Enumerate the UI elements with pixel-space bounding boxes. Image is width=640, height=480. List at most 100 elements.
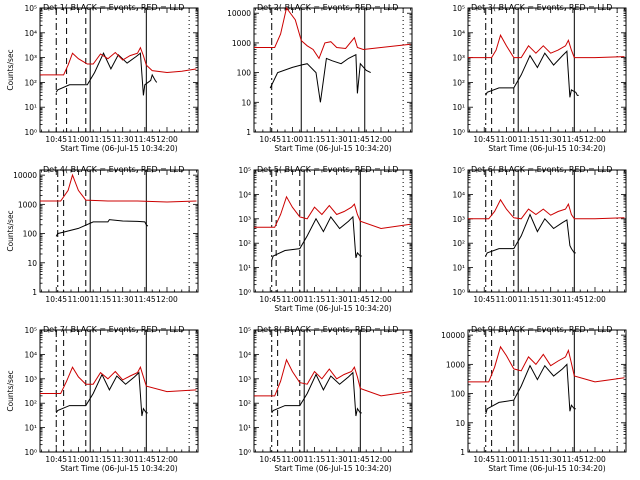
- x-axis-label: Start Time (06-Jul-15 10:34:20): [274, 464, 391, 473]
- plot-frame: [253, 169, 413, 293]
- lld-series-line: [468, 345, 625, 383]
- y-tick-label: 10²: [452, 78, 465, 87]
- y-tick-label: 100: [451, 390, 466, 399]
- x-tick-label: 10:45: [473, 135, 495, 144]
- lld-series-line: [40, 173, 197, 203]
- y-tick-label: 100: [237, 69, 252, 78]
- x-tick-label: 11:45: [134, 455, 156, 464]
- y-axis-label: Counts/sec: [6, 210, 15, 251]
- x-tick-label: 12:00: [156, 455, 178, 464]
- y-tick-label: 1: [460, 448, 465, 457]
- x-tick-label: 11:30: [112, 455, 134, 464]
- x-tick-label: 12:00: [370, 135, 392, 144]
- y-tick-label: 10⁰: [452, 128, 465, 137]
- x-tick-label: 11:30: [112, 295, 134, 304]
- x-tick-label: 11:00: [282, 455, 304, 464]
- x-tick-label: 11:30: [326, 135, 348, 144]
- lld-series-line: [40, 46, 197, 76]
- plot-frame: [467, 329, 627, 453]
- x-tick-label: 11:00: [282, 135, 304, 144]
- x-axis-label: Start Time (06-Jul-15 10:34:20): [274, 144, 391, 153]
- y-tick-label: 10⁰: [24, 448, 37, 457]
- y-tick-label: 10⁴: [452, 29, 465, 38]
- x-tick-label: 11:30: [112, 135, 134, 144]
- y-tick-label: 10: [455, 419, 465, 428]
- y-tick-label: 10⁴: [238, 350, 251, 359]
- x-tick-label: 11:15: [518, 295, 540, 304]
- x-tick-label: 11:15: [90, 135, 112, 144]
- x-axis-label: Start Time (06-Jul-15 10:34:20): [274, 304, 391, 313]
- y-tick-label: 10¹: [452, 103, 465, 112]
- x-tick-label: 10:45: [45, 455, 67, 464]
- plot-frame: [253, 329, 413, 453]
- x-tick-label: 11:45: [562, 135, 584, 144]
- y-tick-label: 10³: [452, 54, 465, 63]
- y-tick-label: 10²: [24, 78, 37, 87]
- chart-title: Det 2(-BLACK = Events, RED = LLD: [257, 3, 398, 12]
- x-tick-label: 11:45: [562, 455, 584, 464]
- chart-panel-1: Det 1(-BLACK = Events, RED = LLD 10⁰ 10¹ 10…: [6, 3, 199, 153]
- y-tick-label: 10²: [452, 239, 465, 248]
- y-tick-label: 10³: [24, 375, 37, 384]
- y-tick-label: 1000: [446, 360, 465, 369]
- chart-title: Det 5(-BLACK = Events, RED = LLD: [257, 165, 398, 174]
- y-axis-label: Counts/sec: [6, 370, 15, 411]
- chart-panel-8: Det 8(-BLACK = Events, RED = LLD 10⁰ 10¹ 10…: [238, 325, 413, 473]
- x-tick-label: 11:15: [90, 295, 112, 304]
- chart-panel-5: Det 5(-BLACK = Events, RED = LLD 10⁰ 10¹ 10…: [238, 165, 413, 313]
- y-tick-label: 10⁴: [24, 350, 37, 359]
- y-tick-label: 10⁵: [238, 166, 251, 175]
- lld-series-line: [468, 33, 625, 59]
- x-tick-label: 11:15: [304, 455, 326, 464]
- y-tick-label: 10²: [238, 239, 251, 248]
- y-tick-label: 10⁴: [24, 29, 37, 38]
- x-tick-label: 11:30: [540, 455, 562, 464]
- plot-frame: [253, 7, 413, 133]
- events-series-line: [271, 371, 362, 417]
- y-tick-label: 10⁵: [24, 4, 37, 13]
- y-tick-label: 10⁰: [238, 448, 251, 457]
- y-tick-label: 10⁵: [24, 326, 37, 335]
- lld-series-line: [254, 195, 411, 230]
- x-tick-label: 12:00: [584, 455, 606, 464]
- y-tick-label: 1: [32, 288, 37, 297]
- x-tick-label: 12:00: [156, 135, 178, 144]
- y-tick-label: 10000: [227, 9, 251, 18]
- plot-frame: [39, 7, 199, 133]
- y-tick-label: 10⁵: [452, 166, 465, 175]
- x-axis-label: Start Time (06-Jul-15 10:34:20): [60, 144, 177, 153]
- x-tick-label: 11:45: [348, 295, 370, 304]
- x-tick-label: 10:45: [259, 295, 281, 304]
- events-series-line: [271, 215, 362, 261]
- y-tick-label: 10000: [441, 331, 465, 340]
- x-tick-label: 11:15: [518, 455, 540, 464]
- lld-series-line: [254, 6, 411, 60]
- y-tick-label: 10000: [13, 171, 37, 180]
- y-tick-label: 10³: [238, 375, 251, 384]
- x-tick-label: 12:00: [370, 295, 392, 304]
- x-tick-label: 11:00: [68, 295, 90, 304]
- y-tick-label: 10¹: [238, 264, 251, 273]
- x-tick-label: 11:45: [134, 135, 156, 144]
- y-tick-label: 100: [23, 230, 38, 239]
- x-tick-label: 11:00: [496, 455, 518, 464]
- x-tick-label: 11:00: [496, 135, 518, 144]
- x-axis-label: Start Time (06-Jul-15 10:34:20): [60, 464, 177, 473]
- x-tick-label: 10:45: [259, 455, 281, 464]
- x-tick-label: 10:45: [259, 135, 281, 144]
- chart-title: Det 3(-BLACK = Events, RED = LLD: [471, 3, 612, 12]
- y-tick-label: 10¹: [238, 424, 251, 433]
- x-tick-label: 11:30: [326, 295, 348, 304]
- x-tick-label: 11:15: [518, 135, 540, 144]
- x-tick-label: 11:45: [348, 455, 370, 464]
- events-series-line: [485, 213, 576, 257]
- x-tick-label: 12:00: [584, 135, 606, 144]
- chart-panel-4: Det 4(-BLACK = Events, RED = LLD 1 10 100 10…: [6, 165, 199, 304]
- y-tick-label: 10⁰: [452, 288, 465, 297]
- chart-title: Det 8(-BLACK = Events, RED = LLD: [257, 325, 398, 334]
- y-tick-label: 10¹: [24, 424, 37, 433]
- chart-panel-9: Det 9(-BLACK = Events, RED = LLD 1 10 100 10…: [441, 325, 627, 473]
- x-tick-label: 11:00: [68, 455, 90, 464]
- x-tick-label: 11:15: [90, 455, 112, 464]
- lld-series-line: [468, 198, 625, 220]
